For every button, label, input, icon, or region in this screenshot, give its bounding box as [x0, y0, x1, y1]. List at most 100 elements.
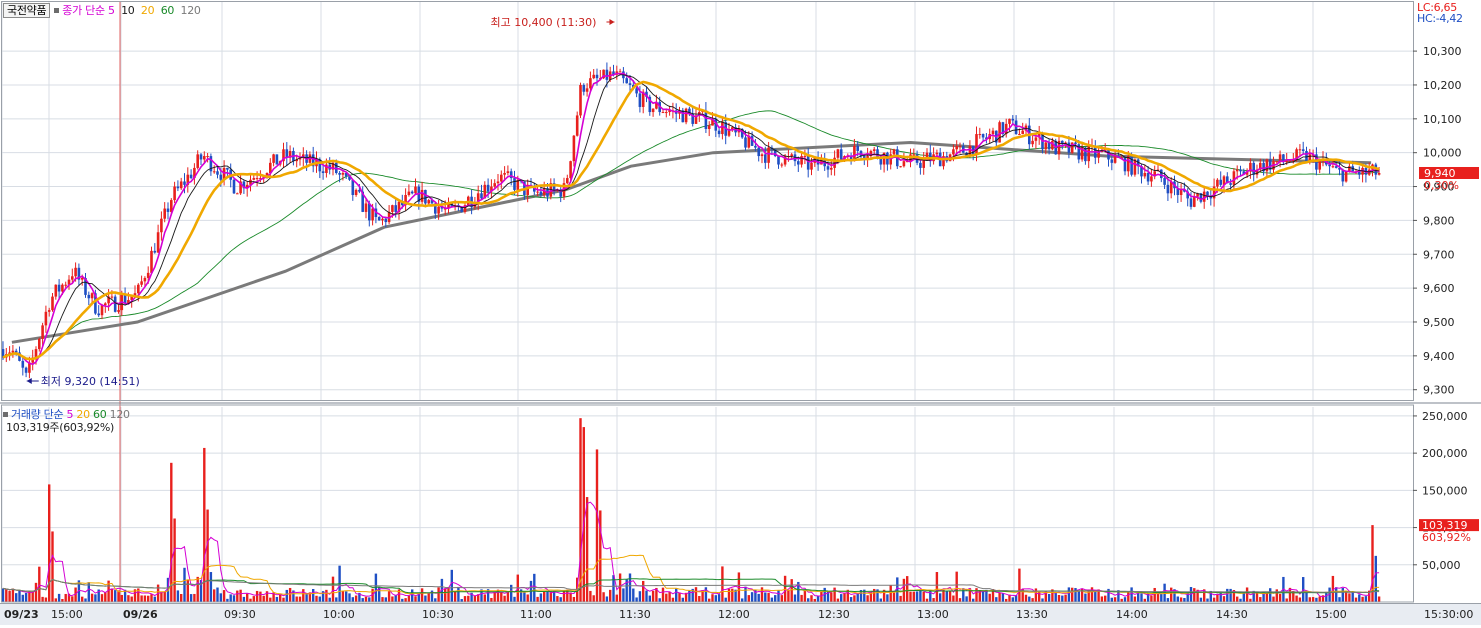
legend-vma20: 20: [76, 408, 90, 421]
volume-bar: [717, 594, 721, 602]
candle-body: [816, 157, 820, 165]
candle-body: [295, 159, 298, 162]
volume-bar: [41, 596, 44, 602]
volume-bar: [186, 579, 189, 602]
candle-body: [503, 172, 506, 175]
volume-bar: [1212, 597, 1216, 602]
volume-legend-label: 거래량 단순: [11, 408, 64, 421]
volume-bar: [1090, 587, 1094, 602]
candle-body: [107, 296, 110, 304]
price-tick-label: 9,800: [1423, 214, 1455, 227]
volume-bar: [734, 589, 737, 602]
candle-body: [1127, 156, 1130, 172]
volume-bar: [447, 587, 450, 602]
candle-body: [1189, 198, 1193, 207]
candle-body: [1242, 171, 1246, 175]
volume-bar: [546, 591, 549, 602]
candle-body: [1222, 176, 1226, 185]
volume-bar: [315, 595, 318, 602]
volume-ma-layer: [2, 501, 1380, 598]
volume-bar: [117, 590, 120, 602]
time-tick-label: 12:00: [718, 608, 750, 621]
candle-body: [1328, 164, 1331, 167]
volume-bar: [354, 595, 358, 602]
candle-body: [71, 276, 74, 280]
volume-bar: [384, 597, 387, 602]
candle-body: [209, 156, 213, 172]
volume-bar: [1054, 592, 1057, 602]
candle-body: [513, 178, 516, 190]
volume-bar: [922, 591, 925, 602]
volume-bar: [1143, 598, 1146, 602]
candle-body: [150, 250, 153, 273]
legend-ma20: 20: [140, 4, 155, 17]
volume-tick-label: 250,000: [1422, 410, 1468, 423]
ma10-line: [2, 74, 1380, 360]
volume-bar: [873, 588, 876, 602]
volume-bar: [54, 598, 57, 602]
candle-body: [84, 277, 87, 295]
candle-body: [981, 134, 985, 138]
volume-bar: [1351, 592, 1354, 602]
candle-body: [589, 78, 592, 89]
volume-bar: [104, 591, 107, 602]
ma60-line: [2, 110, 1380, 360]
volume-bar: [582, 427, 585, 602]
volume-bar: [962, 588, 965, 602]
volume-bar: [127, 595, 130, 602]
volume-bar: [945, 590, 948, 602]
candle-body: [275, 154, 279, 165]
current-price-tag: 9,940: [1424, 167, 1456, 180]
volume-bar: [206, 509, 209, 602]
candle-body: [1196, 193, 1199, 197]
candle-body: [1377, 172, 1381, 175]
volume-bar: [424, 595, 427, 602]
volume-bar: [1364, 596, 1368, 602]
time-axis-band: [0, 603, 1481, 625]
volume-bar: [939, 593, 942, 602]
time-tick-label: 11:00: [520, 608, 552, 621]
candle-body: [747, 135, 751, 148]
volume-bar: [199, 580, 203, 602]
candle-body: [803, 156, 807, 158]
volume-bar: [995, 597, 998, 602]
volume-bar: [671, 597, 675, 602]
legend-square-icon: [54, 8, 60, 13]
candle-body: [203, 156, 206, 160]
volume-bar: [1166, 598, 1170, 602]
volume-bar: [807, 598, 810, 602]
volume-bar: [1071, 587, 1074, 602]
volume-bar: [1018, 568, 1021, 602]
volume-bar: [1150, 595, 1153, 602]
volume-bar: [345, 591, 348, 602]
volume-bar: [651, 590, 655, 602]
stock-name-chip[interactable]: 국전약품: [3, 3, 51, 18]
volume-bar: [1236, 596, 1239, 602]
volume-bar: [1080, 588, 1084, 602]
candle-body: [509, 171, 513, 179]
volume-bar: [1057, 594, 1061, 602]
volume-bar: [701, 590, 704, 602]
candle-body: [430, 200, 434, 204]
volume-bar: [549, 591, 552, 602]
volume-bar: [602, 592, 605, 602]
volume-bar: [1344, 590, 1348, 602]
volume-bar: [24, 592, 28, 602]
volume-bar: [285, 589, 288, 602]
volume-bar: [1014, 595, 1018, 602]
candle-body: [552, 183, 556, 190]
candle-body: [424, 189, 427, 204]
candle-body: [526, 184, 529, 196]
volume-bar: [1146, 593, 1150, 602]
volume-bar: [417, 593, 420, 602]
volume-bar: [919, 589, 922, 602]
candle-body: [321, 171, 325, 173]
volume-bar: [1222, 596, 1226, 602]
candle-body: [480, 193, 483, 199]
volume-bar: [526, 594, 529, 602]
volume-bar: [213, 589, 216, 602]
volume-bar: [1170, 587, 1173, 602]
volume-bar: [196, 576, 199, 602]
volume-bar: [440, 578, 444, 602]
candle-body: [252, 178, 256, 180]
